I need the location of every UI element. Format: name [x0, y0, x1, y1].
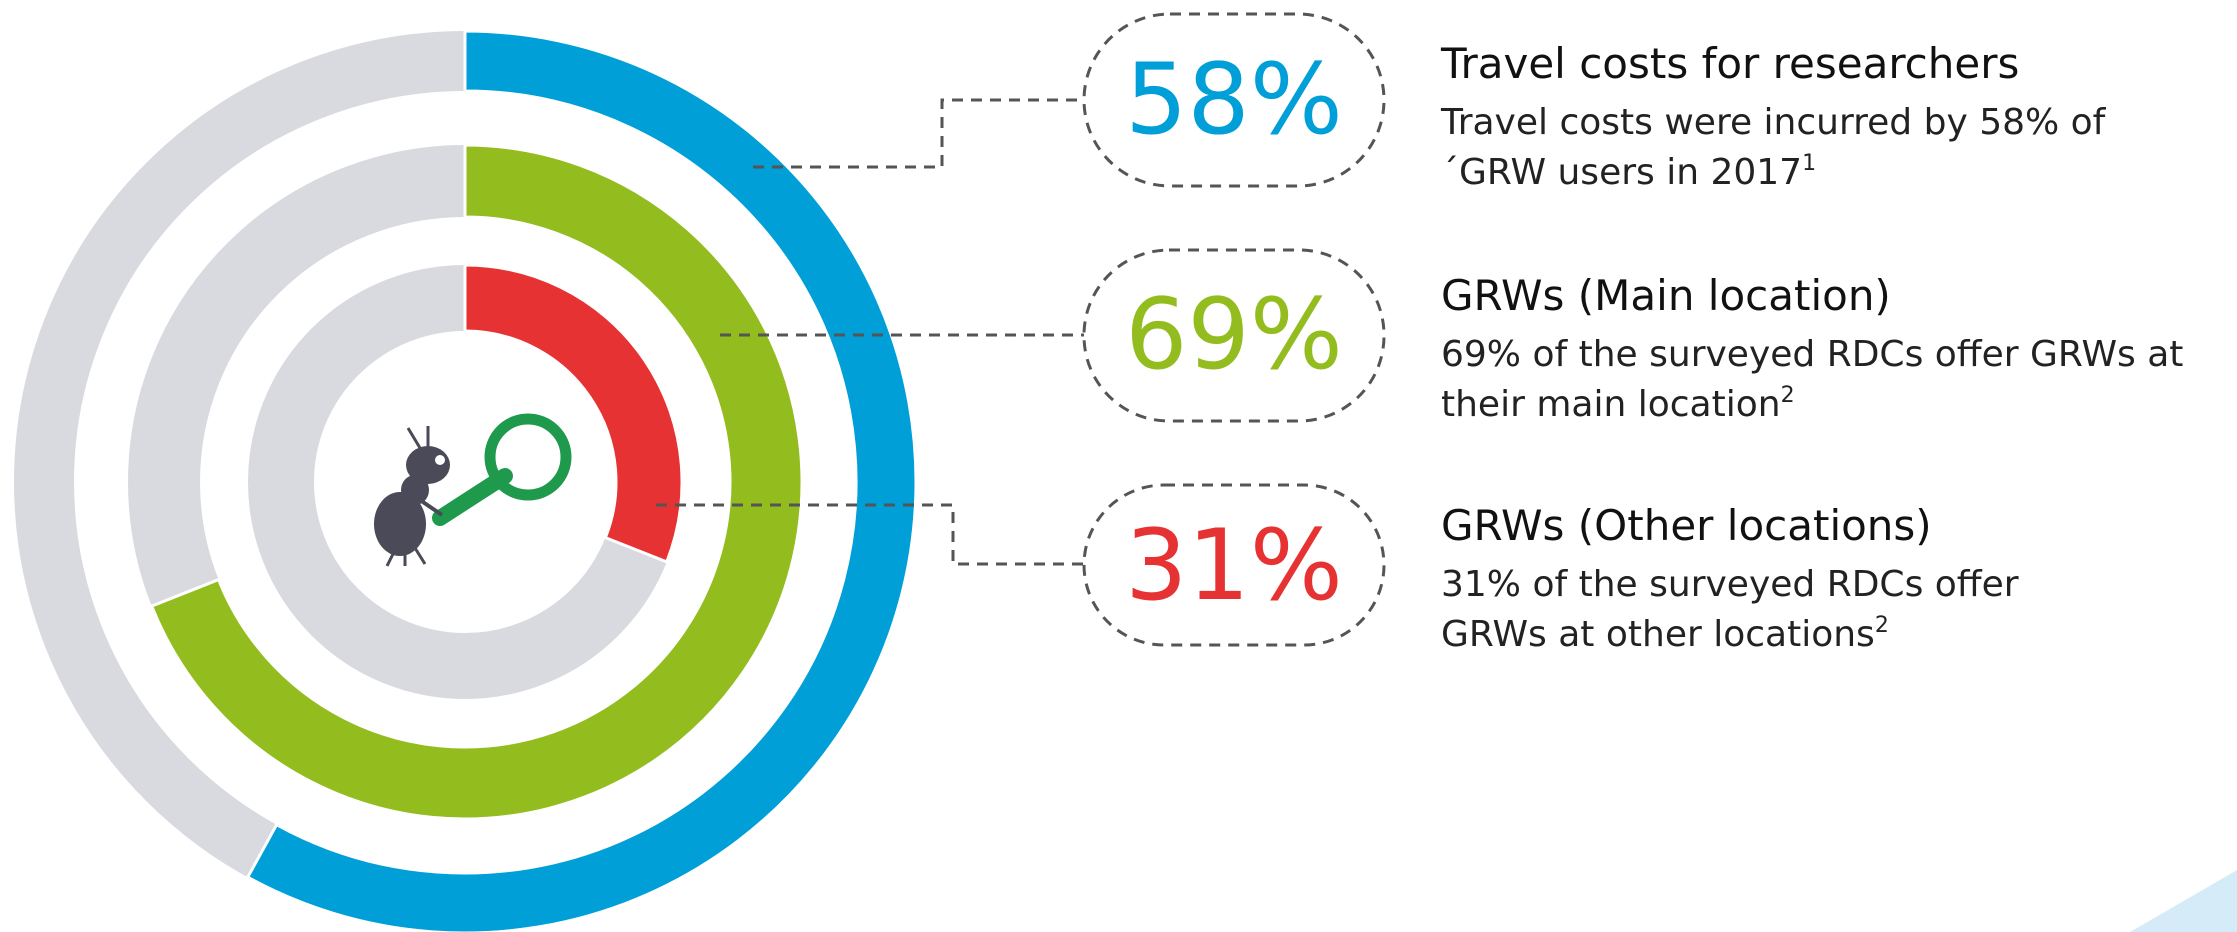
- series-title: GRWs (Other locations): [1441, 501, 1932, 550]
- description: 31% of the surveyed RDCs offer: [1441, 564, 2019, 605]
- value-label: 58%: [1125, 43, 1343, 157]
- value-label: 69%: [1125, 278, 1343, 392]
- rings: [44, 31, 916, 932]
- description: GRWs at other locations2: [1441, 613, 1889, 655]
- ant-icon: [374, 419, 566, 566]
- description: Travel costs were incurred by 58% of: [1440, 102, 2107, 143]
- description: their main location2: [1441, 383, 1795, 425]
- description: ´GRW users in 20171: [1441, 151, 1816, 193]
- description: 69% of the surveyed RDCs offer GRWs at: [1441, 334, 2183, 375]
- ring-arc: [465, 265, 682, 562]
- leader-line: [753, 100, 1084, 167]
- series-title: GRWs (Main location): [1441, 271, 1891, 320]
- footnote: 2: [1781, 383, 1795, 408]
- footnote: 1: [1802, 151, 1816, 176]
- footnote: 2: [1875, 613, 1889, 638]
- series-title: Travel costs for researchers: [1440, 39, 2019, 88]
- corner-decoration: [2130, 870, 2237, 932]
- value-label: 31%: [1125, 509, 1343, 623]
- texts: 58% Travel costs for researchers Travel co…: [1125, 39, 2183, 655]
- chart: 58% Travel costs for researchers Travel co…: [0, 0, 2237, 932]
